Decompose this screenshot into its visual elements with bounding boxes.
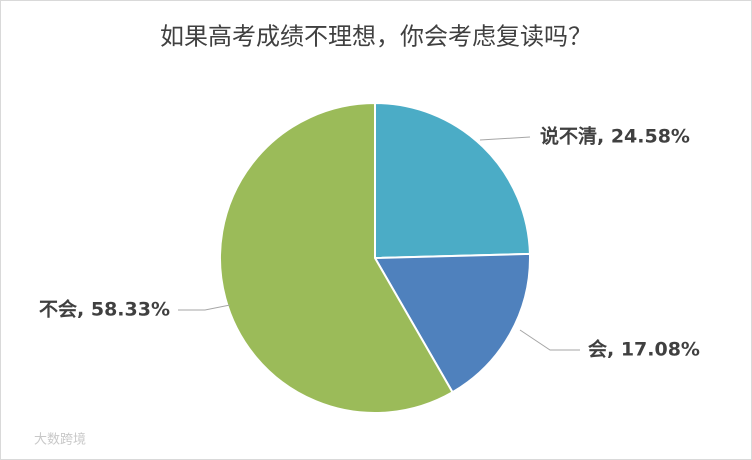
leader-line xyxy=(479,136,531,141)
chart-title: 如果高考成绩不理想，你会考虑复读吗？ xyxy=(160,23,592,51)
watermark: 大数跨境 xyxy=(34,433,86,448)
pie-slice xyxy=(373,252,531,394)
pie-slice xyxy=(374,101,531,260)
leader-line xyxy=(178,304,231,311)
data-label: 不会, 58.33% xyxy=(39,298,170,321)
pie-slice xyxy=(219,101,454,414)
data-label: 会, 17.08% xyxy=(588,338,700,361)
data-label: 说不清, 24.58% xyxy=(540,125,690,148)
leader-line xyxy=(519,329,580,351)
